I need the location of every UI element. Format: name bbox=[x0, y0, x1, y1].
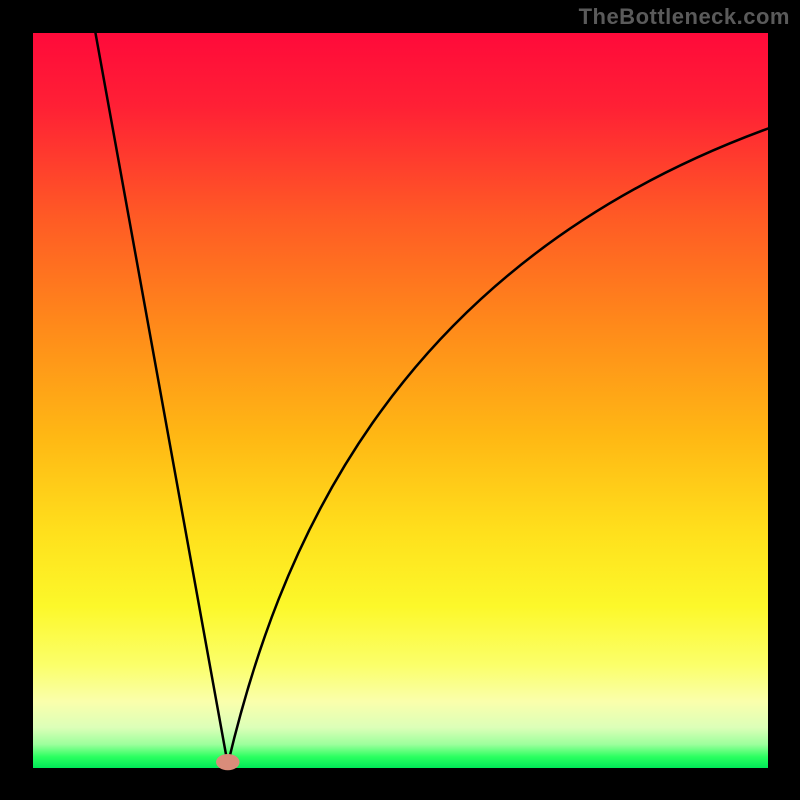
plot-area bbox=[33, 33, 768, 768]
watermark-text: TheBottleneck.com bbox=[579, 4, 790, 30]
chart-container: TheBottleneck.com bbox=[0, 0, 800, 800]
